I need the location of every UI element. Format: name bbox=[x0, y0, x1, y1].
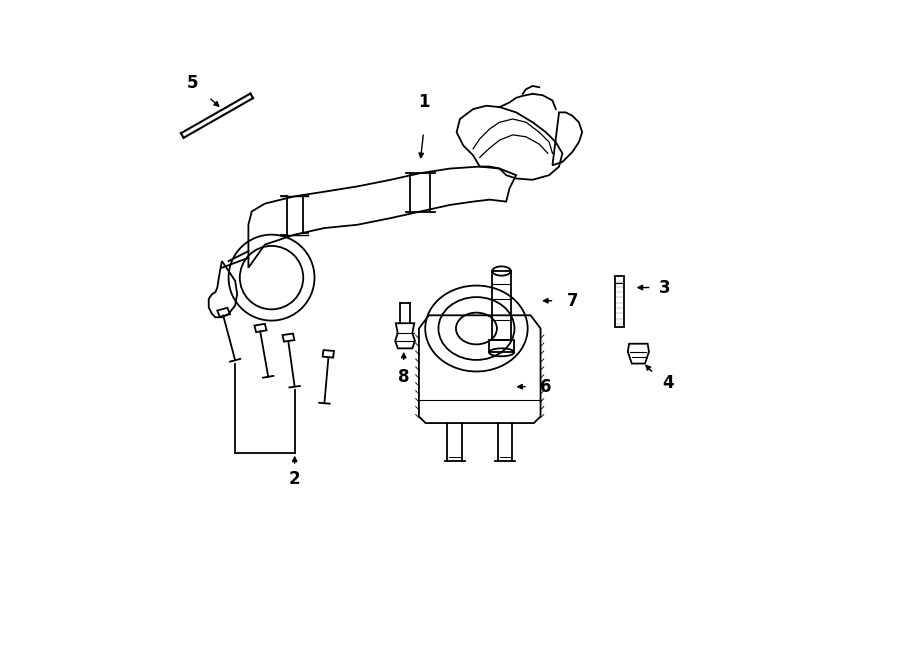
Text: 1: 1 bbox=[418, 93, 429, 112]
Text: 4: 4 bbox=[662, 374, 674, 393]
Text: 7: 7 bbox=[566, 292, 578, 310]
Text: 6: 6 bbox=[540, 377, 552, 396]
Text: 3: 3 bbox=[659, 278, 670, 297]
Text: 5: 5 bbox=[186, 73, 198, 92]
Bar bbox=[489, 340, 514, 352]
Bar bbox=[615, 276, 624, 327]
Text: 2: 2 bbox=[289, 470, 301, 488]
Text: 8: 8 bbox=[398, 368, 410, 386]
Bar bbox=[492, 271, 511, 340]
